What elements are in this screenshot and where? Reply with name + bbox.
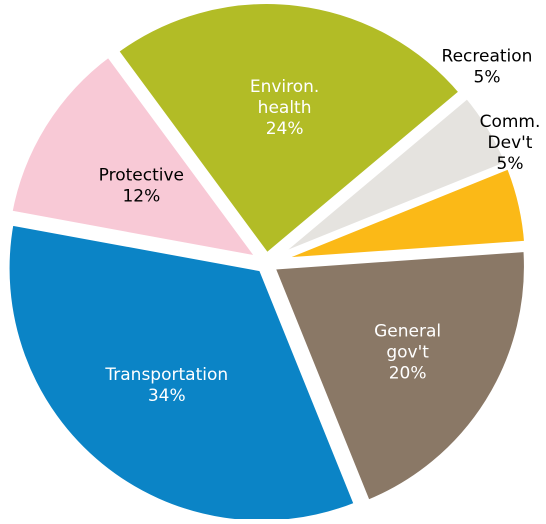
slice-label-environ: Environ. health 24% xyxy=(250,77,320,139)
pie-slices xyxy=(3,0,531,524)
pie-slice-comm xyxy=(269,162,531,265)
slice-label-recreation: Recreation 5% xyxy=(442,47,533,88)
pie-slice-environ xyxy=(112,0,466,260)
slice-percent: 34% xyxy=(148,386,186,406)
slice-label-line: Recreation xyxy=(442,47,533,67)
pie-slice-general xyxy=(268,245,530,507)
slice-label-comm: Comm. Dev't 5% xyxy=(480,112,541,174)
slice-label-line: Comm. xyxy=(480,112,541,132)
pie-slice-protective xyxy=(6,51,264,263)
slice-percent: 12% xyxy=(122,187,160,207)
slice-label-transportation: Transportation 34% xyxy=(104,365,228,406)
slice-percent: 5% xyxy=(497,154,524,174)
slice-label-line: health xyxy=(258,98,312,118)
pie-labels: Recreation 5%Comm. Dev't 5%General gov't 20%T… xyxy=(99,47,541,407)
slice-label-line: Transportation xyxy=(104,365,228,385)
slice-label-line: Environ. xyxy=(250,77,320,97)
slice-percent: 24% xyxy=(266,119,304,139)
slice-label-line: Protective xyxy=(99,166,184,186)
slice-label-line: gov't xyxy=(386,342,429,362)
slice-label-line: General xyxy=(374,321,441,341)
slice-percent: 20% xyxy=(389,363,427,383)
slice-label-protective: Protective 12% xyxy=(99,166,184,207)
slice-label-line: Dev't xyxy=(488,133,533,153)
slice-label-general: General gov't 20% xyxy=(374,321,441,383)
slice-percent: 5% xyxy=(474,68,501,88)
